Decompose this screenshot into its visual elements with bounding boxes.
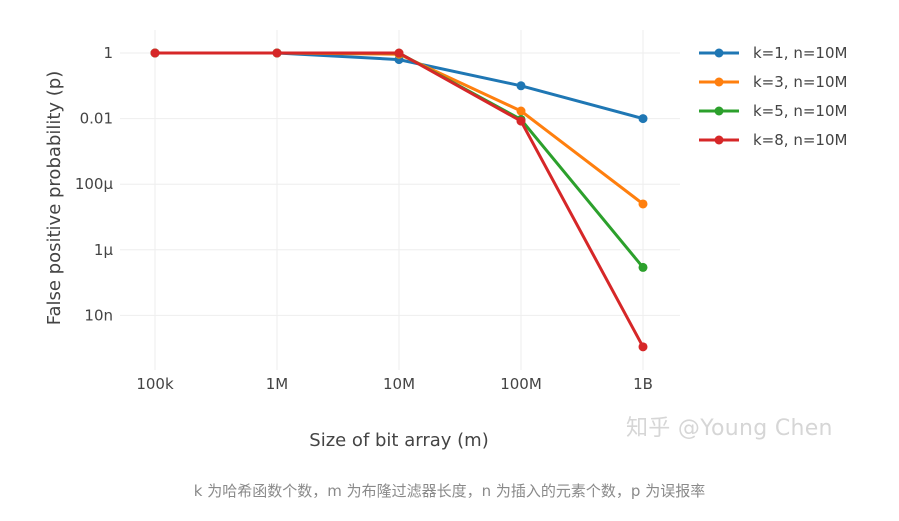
x-tick-label: 1B <box>633 375 653 393</box>
series-4 <box>150 48 648 352</box>
x-tick-label: 100k <box>136 375 174 393</box>
y-tick-label: 1 <box>103 44 113 62</box>
legend-item[interactable]: k=3, n=10M <box>699 73 847 91</box>
data-point[interactable] <box>516 81 526 91</box>
y-tick-labels: 1 0.01 100μ 1μ 10n <box>75 44 114 324</box>
grid-lines <box>120 30 680 370</box>
y-tick-label: 1μ <box>94 241 114 259</box>
data-point[interactable] <box>394 48 404 58</box>
series-lines <box>150 48 648 352</box>
legend-label: k=3, n=10M <box>753 73 847 91</box>
legend-item[interactable]: k=8, n=10M <box>699 131 847 149</box>
caption: k 为哈希函数个数，m 为布隆过滤器长度，n 为插入的元素个数，p 为误报率 <box>193 482 706 500</box>
y-tick-label: 0.01 <box>80 110 113 128</box>
data-point[interactable] <box>638 114 648 124</box>
data-point[interactable] <box>516 106 526 116</box>
watermark: 知乎 @Young Chen <box>626 416 833 441</box>
y-axis-title: False positive probability (p) <box>44 71 65 325</box>
y-tick-label: 10n <box>84 306 113 324</box>
x-tick-label: 1M <box>266 375 289 393</box>
legend-label: k=8, n=10M <box>753 131 847 149</box>
legend-item[interactable]: k=1, n=10M <box>699 44 847 62</box>
y-tick-label: 100μ <box>75 175 114 193</box>
x-tick-label: 100M <box>500 375 542 393</box>
legend-marker <box>714 135 724 145</box>
x-axis-title: Size of bit array (m) <box>309 430 488 451</box>
data-point[interactable] <box>638 262 648 272</box>
legend-label: k=5, n=10M <box>753 102 847 120</box>
legend-marker <box>714 77 724 87</box>
legend-marker <box>714 48 724 58</box>
data-point[interactable] <box>150 48 160 58</box>
data-point[interactable] <box>638 199 648 209</box>
x-tick-labels: 100k 1M 10M 100M 1B <box>136 375 653 393</box>
x-tick-label: 10M <box>383 375 415 393</box>
legend-marker <box>714 106 724 116</box>
data-point[interactable] <box>272 48 282 58</box>
legend-item[interactable]: k=5, n=10M <box>699 102 847 120</box>
legend-label: k=1, n=10M <box>753 44 847 62</box>
data-point[interactable] <box>516 116 526 126</box>
legend[interactable]: k=1, n=10M k=3, n=10M k=5, n=10M k=8, n=10M <box>699 44 847 149</box>
data-point[interactable] <box>638 342 648 352</box>
